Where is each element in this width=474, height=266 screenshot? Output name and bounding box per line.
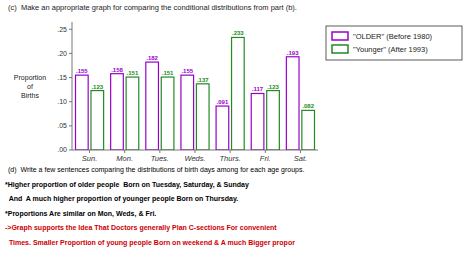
x-tick-label: Sat. [294, 154, 307, 163]
y-tick-label: .25 [57, 26, 67, 33]
bar [146, 62, 159, 150]
legend-swatch [332, 32, 348, 40]
y-label: Births [21, 92, 39, 99]
legend-swatch [332, 45, 348, 53]
bar [302, 110, 315, 150]
annotation: And A much higher proportion of younger … [5, 195, 238, 203]
y-tick-label: .00 [57, 146, 67, 153]
y-label: Proportion [14, 74, 46, 82]
y-tick [69, 29, 72, 30]
x-tick-label: Mon. [116, 154, 133, 163]
annotation: (d) Write a few sentences comparing the … [8, 166, 304, 174]
bar [76, 75, 89, 150]
y-axis-line [72, 22, 73, 150]
bars [76, 37, 315, 150]
title: (c) Make an appropriate graph for compar… [8, 3, 297, 12]
legend: "OLDER" (Before 1980) "Younger" (After 19… [326, 26, 462, 60]
data-label: .117 [252, 86, 264, 92]
y-tick [69, 150, 72, 151]
bar [126, 77, 139, 150]
bar [216, 106, 229, 150]
bar [181, 75, 194, 150]
x-tick-label: Weds. [184, 154, 205, 163]
x-tick-label: Tues. [151, 154, 169, 163]
data-label: .123 [267, 84, 279, 90]
data-label: .233 [232, 30, 244, 36]
data-label: .123 [91, 84, 103, 90]
bar [91, 91, 104, 150]
data-label: .182 [146, 55, 158, 61]
legend-frame [326, 26, 462, 60]
y-label: of [27, 83, 33, 90]
bar [161, 77, 174, 150]
x-tick-label: Fri. [260, 154, 271, 163]
annotation: ->Graph supports the Idea That Doctors g… [5, 224, 277, 232]
y-tick-label: .05 [57, 122, 67, 129]
y-tick-label: .20 [57, 50, 67, 57]
bar [286, 57, 299, 150]
bar [267, 91, 280, 150]
y-tick [69, 101, 72, 102]
legend-label: "OLDER" (Before 1980) [353, 32, 433, 41]
data-label: .155 [181, 68, 193, 74]
bar [196, 84, 209, 150]
legend-label: "Younger" (After 1993) [353, 45, 428, 54]
data-label: .091 [217, 99, 229, 105]
bar [232, 37, 245, 150]
y-tick-label: .15 [57, 74, 67, 81]
data-labels: .155 .158 .182 .155 .091 .117 .193 .123 .151 .151… [76, 30, 315, 109]
annotation: Times. Smaller Proportion of young peopl… [5, 239, 295, 247]
x-tick-label: Thurs. [220, 154, 241, 163]
chart: (c) Make an appropriate graph for compar… [0, 0, 474, 266]
data-label: .193 [287, 50, 299, 56]
data-label: .082 [302, 103, 314, 109]
data-label: .151 [127, 70, 139, 76]
annotation: *Proportions Are similar on Mon, Weds, &… [5, 210, 156, 218]
annotation: *Higher proportion of older people Born … [5, 181, 249, 189]
y-axis: .00 .05 .10 .15 .20 .25 [57, 26, 72, 154]
data-label: .151 [162, 70, 174, 76]
bar [251, 93, 264, 150]
data-label: .137 [197, 77, 209, 83]
bar [111, 74, 124, 150]
x-tick-label: Sun. [82, 154, 97, 163]
y-tick [69, 77, 72, 78]
y-tick [69, 53, 72, 54]
y-tick [69, 125, 72, 126]
y-tick-label: .10 [57, 98, 67, 105]
data-label: .158 [111, 67, 123, 73]
data-label: .155 [76, 68, 88, 74]
x-axis: Sun. Mon. Tues. Weds. Thurs. Fri. Sat. [82, 150, 307, 163]
